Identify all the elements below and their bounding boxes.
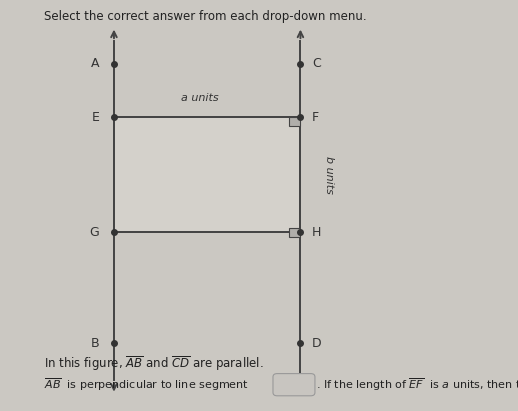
Text: F: F: [312, 111, 319, 124]
Text: A: A: [91, 57, 99, 70]
Text: . If the length of $\overline{EF}$  is $a$ units, then the length of $\overline{: . If the length of $\overline{EF}$ is $a…: [316, 376, 518, 393]
Text: $\overline{AB}$  is perpendicular to line segment: $\overline{AB}$ is perpendicular to line…: [44, 376, 249, 393]
Text: C: C: [312, 57, 321, 70]
FancyBboxPatch shape: [273, 374, 315, 396]
Text: b units: b units: [324, 156, 334, 194]
Text: E: E: [92, 111, 99, 124]
Text: G: G: [90, 226, 99, 239]
Text: a units: a units: [181, 93, 218, 103]
Text: o: o: [291, 380, 297, 390]
Text: D: D: [312, 337, 322, 350]
Bar: [289, 117, 300, 126]
Bar: [289, 228, 300, 237]
Text: In this figure, $\overline{AB}$ and $\overline{CD}$ are parallel.: In this figure, $\overline{AB}$ and $\ov…: [44, 354, 264, 373]
Bar: [114, 117, 300, 232]
Text: Select the correct answer from each drop-down menu.: Select the correct answer from each drop…: [44, 10, 367, 23]
Text: H: H: [312, 226, 321, 239]
Text: B: B: [91, 337, 99, 350]
